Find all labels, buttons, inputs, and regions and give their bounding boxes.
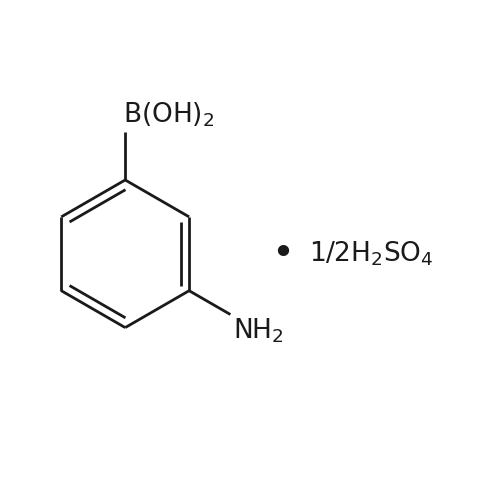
Text: 1/2H$_2$SO$_4$: 1/2H$_2$SO$_4$ [308,240,433,268]
Text: B(OH)$_2$: B(OH)$_2$ [123,100,215,128]
Text: •: • [271,235,294,273]
Text: NH$_2$: NH$_2$ [233,317,284,345]
